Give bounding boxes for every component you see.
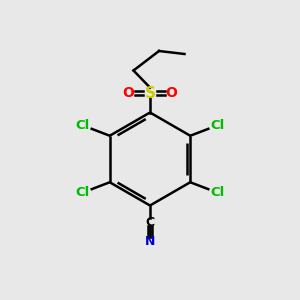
Text: Cl: Cl xyxy=(76,186,90,199)
Text: Cl: Cl xyxy=(210,186,224,199)
Text: O: O xyxy=(166,86,178,100)
Text: Cl: Cl xyxy=(76,119,90,132)
Text: O: O xyxy=(122,86,134,100)
Text: S: S xyxy=(145,85,155,100)
Text: N: N xyxy=(145,235,155,248)
Text: C: C xyxy=(146,215,154,229)
Text: Cl: Cl xyxy=(210,119,224,132)
